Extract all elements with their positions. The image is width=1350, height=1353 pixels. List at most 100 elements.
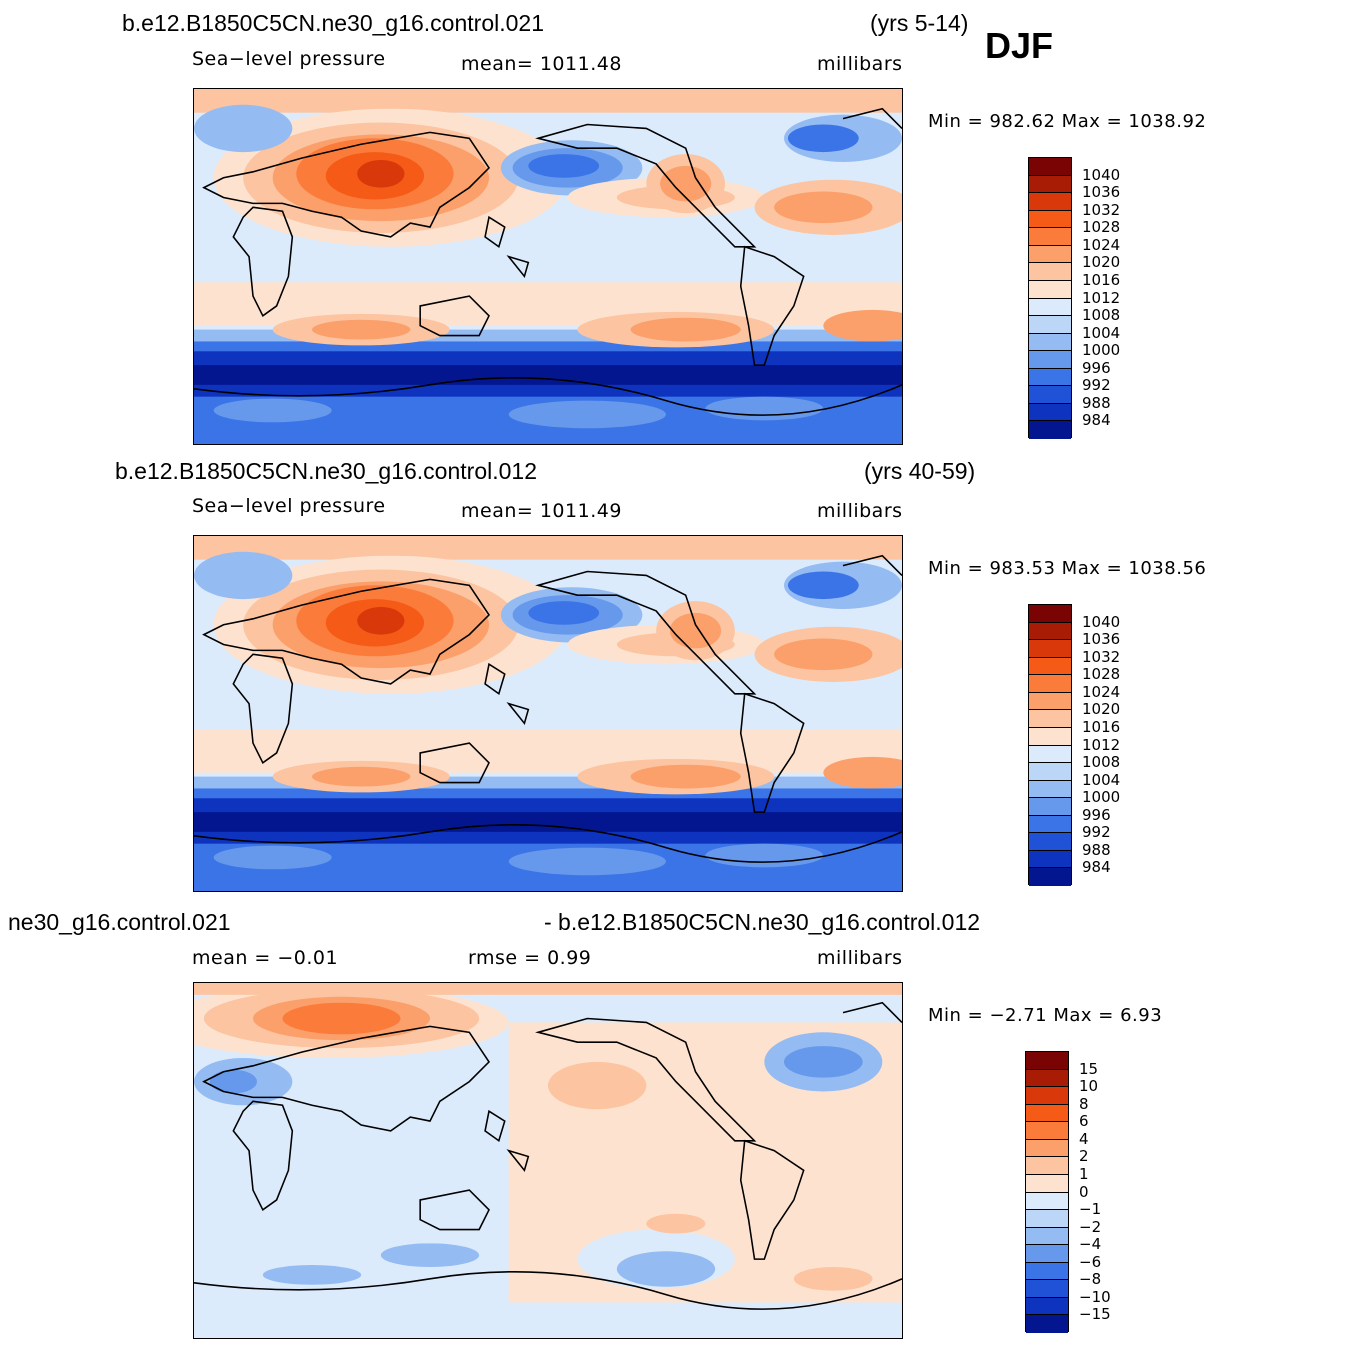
colorbar-swatch — [1026, 1069, 1068, 1088]
colorbar-swatch — [1029, 280, 1071, 299]
colorbar-label: 0 — [1079, 1182, 1089, 1201]
colorbar-label: −10 — [1079, 1287, 1111, 1306]
colorbar-swatch — [1026, 1139, 1068, 1158]
colorbar-swatch — [1029, 158, 1071, 176]
colorbar-label: 1036 — [1082, 183, 1121, 202]
colorbar-label: −2 — [1079, 1217, 1102, 1236]
colorbar-label: 4 — [1079, 1129, 1089, 1148]
panel1-mean: mean= 1011.48 — [461, 53, 622, 75]
colorbar-swatch — [1029, 622, 1071, 641]
colorbar-swatch — [1029, 403, 1071, 422]
panel3-map — [193, 982, 903, 1339]
colorbar-swatch — [1026, 1227, 1068, 1246]
colorbar-swatch — [1026, 1174, 1068, 1193]
panel3-units: millibars — [817, 947, 903, 969]
panel3-case-left: ne30_g16.control.021 — [8, 909, 231, 935]
panel2-contour-plot — [194, 536, 902, 891]
colorbar-box — [1025, 1051, 1069, 1333]
panel3-mean: mean = −0.01 — [192, 947, 339, 969]
panel1-years: (yrs 5-14) — [870, 10, 969, 36]
colorbar-label: −4 — [1079, 1235, 1102, 1254]
colorbar-label: 984 — [1082, 858, 1111, 877]
colorbar-swatch — [1029, 692, 1071, 711]
panel3-contour-plot — [194, 983, 902, 1338]
panel1-contour-plot — [194, 89, 902, 444]
colorbar-label: 1020 — [1082, 253, 1121, 272]
colorbar-label: 1016 — [1082, 717, 1121, 736]
colorbar-label: 1012 — [1082, 288, 1121, 307]
colorbar-label: 15 — [1079, 1059, 1099, 1078]
panel3-colorbar: 15 10 8 6 4 2 1 0 −1 −2 −4 −6 −8 −10 −15 — [1025, 1051, 1135, 1333]
panel2-units: millibars — [817, 500, 903, 522]
colorbar-label: 1040 — [1082, 612, 1121, 631]
panel2-mean: mean= 1011.49 — [461, 500, 622, 522]
colorbar-label: 2 — [1079, 1147, 1089, 1166]
colorbar-label: 1 — [1079, 1164, 1089, 1183]
colorbar-label: 1028 — [1082, 218, 1121, 237]
colorbar-swatch — [1029, 421, 1071, 439]
panel2-colorbar: 1040 1036 1032 1028 1024 1020 1016 1012 1008 1004… — [1028, 604, 1138, 886]
panel1-minmax: Min = 982.62 Max = 1038.92 — [928, 111, 1207, 132]
panel1-variable: Sea−level pressure — [192, 48, 386, 70]
colorbar-swatch — [1026, 1245, 1068, 1263]
colorbar-label: 1008 — [1082, 753, 1121, 772]
panel1-case-name: b.e12.B1850C5CN.ne30_g16.control.021 — [122, 10, 544, 36]
colorbar-label: −1 — [1079, 1200, 1102, 1219]
colorbar-swatch — [1029, 868, 1071, 886]
colorbar-swatch — [1029, 316, 1071, 334]
colorbar-swatch — [1029, 333, 1071, 352]
colorbar-label: 996 — [1082, 805, 1111, 824]
colorbar-swatch — [1026, 1122, 1068, 1140]
colorbar-label: 1004 — [1082, 770, 1121, 789]
colorbar-label: −15 — [1079, 1305, 1111, 1324]
colorbar-swatch — [1026, 1104, 1068, 1123]
colorbar-swatch — [1029, 833, 1071, 851]
panel3-case-right: - b.e12.B1850C5CN.ne30_g16.control.012 — [544, 909, 981, 935]
colorbar-label: 1020 — [1082, 700, 1121, 719]
colorbar-label: 996 — [1082, 358, 1111, 377]
panel2-years: (yrs 40-59) — [864, 458, 976, 484]
colorbar-label: 1032 — [1082, 200, 1121, 219]
colorbar-swatch — [1026, 1280, 1068, 1298]
panel3-rmse: rmse = 0.99 — [468, 947, 592, 969]
panel2-minmax: Min = 983.53 Max = 1038.56 — [928, 558, 1207, 579]
colorbar-label: 1000 — [1082, 341, 1121, 360]
panel1-units: millibars — [817, 53, 903, 75]
colorbar-swatch — [1029, 763, 1071, 781]
colorbar-swatch — [1029, 850, 1071, 869]
colorbar-box — [1028, 604, 1072, 886]
colorbar-label: 1004 — [1082, 323, 1121, 342]
panel2-case-name: b.e12.B1850C5CN.ne30_g16.control.012 — [115, 458, 537, 484]
colorbar-label: 988 — [1082, 393, 1111, 412]
colorbar-label: 1000 — [1082, 788, 1121, 807]
colorbar-label: −6 — [1079, 1252, 1102, 1271]
colorbar-swatch — [1029, 780, 1071, 799]
colorbar-swatch — [1026, 1262, 1068, 1281]
colorbar-label: 992 — [1082, 823, 1111, 842]
colorbar-label: 1012 — [1082, 735, 1121, 754]
colorbar-swatch — [1026, 1297, 1068, 1316]
colorbar-label: 1016 — [1082, 270, 1121, 289]
colorbar-swatch — [1026, 1087, 1068, 1105]
colorbar-label: 1008 — [1082, 306, 1121, 325]
colorbar-label: 1024 — [1082, 682, 1121, 701]
colorbar-swatch — [1029, 745, 1071, 764]
panel3-minmax: Min = −2.71 Max = 6.93 — [928, 1005, 1163, 1026]
colorbar-swatch — [1026, 1157, 1068, 1175]
colorbar-swatch — [1029, 175, 1071, 194]
colorbar-label: 6 — [1079, 1112, 1089, 1131]
colorbar-label: 988 — [1082, 840, 1111, 859]
colorbar-label: 1032 — [1082, 647, 1121, 666]
colorbar-swatch — [1029, 798, 1071, 816]
colorbar-label: 992 — [1082, 376, 1111, 395]
colorbar-swatch — [1029, 351, 1071, 369]
panel1-colorbar: 1040 1036 1032 1028 1024 1020 1016 1012 1008 1004… — [1028, 157, 1138, 439]
colorbar-swatch — [1029, 386, 1071, 404]
colorbar-label: 1024 — [1082, 235, 1121, 254]
colorbar-swatch — [1029, 657, 1071, 676]
colorbar-swatch — [1029, 815, 1071, 834]
colorbar-label: 984 — [1082, 411, 1111, 430]
colorbar-label: 1040 — [1082, 165, 1121, 184]
season-label: DJF — [985, 25, 1054, 66]
colorbar-swatch — [1029, 605, 1071, 623]
